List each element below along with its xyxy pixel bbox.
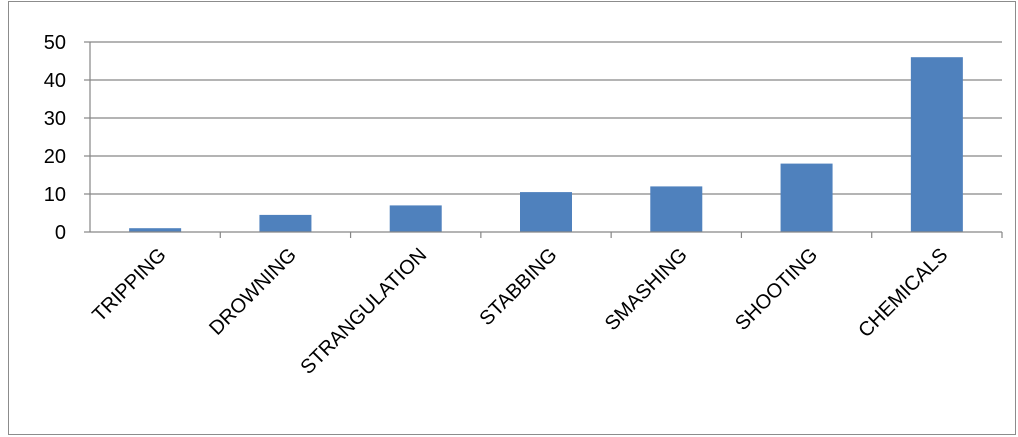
axes bbox=[84, 41, 1003, 238]
bars bbox=[129, 57, 963, 233]
bar-smashing bbox=[650, 186, 703, 232]
x-category-label: TRIPPING bbox=[88, 244, 170, 326]
x-category-label: SHOOTING bbox=[731, 244, 822, 335]
gridlines bbox=[90, 41, 1002, 195]
chart-frame bbox=[8, 1, 1016, 435]
y-tick-label: 50 bbox=[44, 32, 66, 54]
y-tick-label: 20 bbox=[44, 146, 66, 168]
bar-chemicals bbox=[910, 57, 963, 233]
x-category-label: STRANGULATION bbox=[297, 244, 432, 379]
y-tick-labels: 0 10 20 30 40 50 bbox=[44, 32, 66, 244]
bar-strangulation bbox=[389, 205, 442, 232]
y-tick-label: 30 bbox=[44, 108, 66, 130]
x-category-label: STABBING bbox=[476, 244, 562, 330]
bar-stabbing bbox=[520, 192, 572, 232]
y-tick-label: 40 bbox=[44, 70, 66, 92]
x-category-label: CHEMICALS bbox=[854, 244, 952, 342]
bar-tripping bbox=[129, 228, 182, 232]
bar-drowning bbox=[259, 214, 312, 232]
y-tick-label: 0 bbox=[55, 222, 66, 244]
y-tick-label: 10 bbox=[44, 184, 66, 206]
bar-shooting bbox=[780, 163, 833, 232]
x-category-label: SMASHING bbox=[601, 244, 692, 335]
x-category-label: DROWNING bbox=[205, 244, 301, 340]
